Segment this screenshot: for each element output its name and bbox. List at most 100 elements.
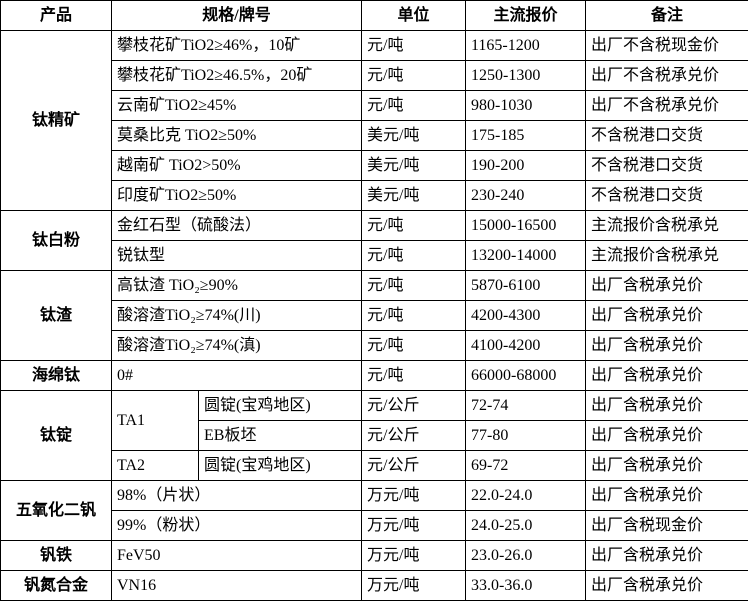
product-cell-ti-slag: 钛渣 bbox=[0, 270, 112, 361]
unit-cell: 元/公斤 bbox=[361, 420, 467, 451]
price-cell: 190-200 bbox=[465, 150, 587, 181]
product-cell-vn-alloy: 钒氮合金 bbox=[0, 570, 112, 601]
price-cell: 33.0-36.0 bbox=[465, 570, 587, 601]
table-row: 印度矿TiO2≥50% 美元/吨 230-240 不含税港口交货 bbox=[1, 180, 748, 211]
spec-cell: VN16 bbox=[110, 570, 363, 601]
header-note: 备注 bbox=[585, 0, 748, 31]
spec-cell: 金红石型（硫酸法） bbox=[110, 210, 363, 241]
unit-cell: 元/吨 bbox=[361, 30, 467, 61]
price-cell: 230-240 bbox=[465, 180, 587, 211]
product-cell-ti-concentrate: 钛精矿 bbox=[0, 30, 112, 211]
note-cell: 出厂不含税承兑价 bbox=[585, 90, 748, 121]
price-cell: 24.0-25.0 bbox=[465, 510, 587, 541]
unit-cell: 万元/吨 bbox=[361, 480, 467, 511]
price-cell: 175-185 bbox=[465, 120, 587, 151]
header-row: 产品 规格/牌号 单位 主流报价 备注 bbox=[0, 0, 748, 31]
note-cell: 出厂含税承兑价 bbox=[585, 300, 748, 331]
spec-cell: 攀枝花矿TiO2≥46%，10矿 bbox=[110, 30, 363, 61]
table-row: 钛渣 高钛渣 TiO₂≥90% 元/吨 5870-6100 出厂含税承兑价 bbox=[0, 270, 748, 361]
table-row: 钛精矿 攀枝花矿TiO2≥46%，10矿 元/吨 1165-1200 出厂不含税… bbox=[0, 30, 748, 211]
spec-cell: 锐钛型 bbox=[110, 240, 363, 271]
unit-cell: 元/公斤 bbox=[361, 450, 467, 481]
price-cell: 66000-68000 bbox=[465, 360, 587, 391]
spec-cell: 0# bbox=[110, 360, 363, 391]
table-row: 五氧化二钒 98%（片状） 万元/吨 22.0-24.0 出厂含税承兑价 bbox=[0, 480, 748, 541]
unit-cell: 万元/吨 bbox=[361, 570, 467, 601]
note-cell: 出厂含税承兑价 bbox=[585, 390, 748, 421]
note-cell: 主流报价含税承兑 bbox=[585, 240, 748, 271]
note-cell: 不含税港口交货 bbox=[585, 180, 748, 211]
note-cell: 不含税港口交货 bbox=[585, 150, 748, 181]
product-cell-ti-sponge: 海绵钛 bbox=[0, 360, 112, 391]
product-cell-v2o5: 五氧化二钒 bbox=[0, 480, 112, 541]
unit-cell: 元/吨 bbox=[361, 330, 467, 361]
spec-cell: 酸溶渣TiO₂≥74%(川) bbox=[110, 300, 363, 331]
price-cell: 15000-16500 bbox=[465, 210, 587, 241]
unit-cell: 万元/吨 bbox=[361, 540, 467, 571]
spec-cell: 高钛渣 TiO₂≥90% bbox=[110, 270, 363, 301]
table-row: 酸溶渣TiO₂≥74%(滇) 元/吨 4100-4200 出厂含税承兑价 bbox=[1, 330, 748, 361]
price-cell: 22.0-24.0 bbox=[465, 480, 587, 511]
price-cell: 1250-1300 bbox=[465, 60, 587, 91]
price-cell: 13200-14000 bbox=[465, 240, 587, 271]
note-cell: 主流报价含税承兑 bbox=[585, 210, 748, 241]
table-row: 锐钛型 元/吨 13200-14000 主流报价含税承兑 bbox=[1, 240, 748, 271]
table-row: EB板坯 元/公斤 77-80 出厂含税承兑价 bbox=[1, 420, 748, 451]
spec-cell: 莫桑比克 TiO2≥50% bbox=[110, 120, 363, 151]
header-price: 主流报价 bbox=[465, 0, 587, 31]
product-cell-ti-dioxide: 钛白粉 bbox=[0, 210, 112, 271]
unit-cell: 元/吨 bbox=[361, 240, 467, 271]
header-product: 产品 bbox=[0, 0, 112, 31]
table-row: 99%（粉状） 万元/吨 24.0-25.0 出厂含税现金价 bbox=[1, 510, 748, 541]
note-cell: 出厂含税承兑价 bbox=[585, 270, 748, 301]
note-cell: 不含税港口交货 bbox=[585, 120, 748, 151]
table-row: 钒氮合金 VN16 万元/吨 33.0-36.0 出厂含税承兑价 bbox=[0, 570, 748, 601]
note-cell: 出厂含税现金价 bbox=[585, 510, 748, 541]
unit-cell: 元/吨 bbox=[361, 60, 467, 91]
price-cell: 69-72 bbox=[465, 450, 587, 481]
spec-cell: 攀枝花矿TiO2≥46.5%，20矿 bbox=[110, 60, 363, 91]
note-cell: 出厂含税承兑价 bbox=[585, 420, 748, 451]
product-cell-ti-ingot: 钛锭 bbox=[0, 390, 112, 481]
price-cell: 4200-4300 bbox=[465, 300, 587, 331]
price-cell: 23.0-26.0 bbox=[465, 540, 587, 571]
spec-cell: 98%（片状） bbox=[110, 480, 363, 511]
spec-cell: 云南矿TiO2≥45% bbox=[110, 90, 363, 121]
note-cell: 出厂含税承兑价 bbox=[585, 570, 748, 601]
product-cell-fev: 钒铁 bbox=[0, 540, 112, 571]
unit-cell: 美元/吨 bbox=[361, 180, 467, 211]
spec-cell: 印度矿TiO2≥50% bbox=[110, 180, 363, 211]
table-row: 海绵钛 0# 元/吨 66000-68000 出厂含税承兑价 bbox=[0, 360, 748, 391]
unit-cell: 元/吨 bbox=[361, 270, 467, 301]
table-row: 攀枝花矿TiO2≥46.5%，20矿 元/吨 1250-1300 出厂不含税承兑… bbox=[1, 60, 748, 91]
note-cell: 出厂含税承兑价 bbox=[585, 330, 748, 361]
unit-cell: 元/吨 bbox=[361, 210, 467, 241]
unit-cell: 美元/吨 bbox=[361, 150, 467, 181]
unit-cell: 美元/吨 bbox=[361, 120, 467, 151]
price-cell: 1165-1200 bbox=[465, 30, 587, 61]
grade-cell: TA1 bbox=[111, 390, 199, 451]
price-cell: 77-80 bbox=[465, 420, 587, 451]
note-cell: 出厂不含税现金价 bbox=[585, 30, 748, 61]
header-spec: 规格/牌号 bbox=[110, 0, 363, 31]
price-cell: 4100-4200 bbox=[465, 330, 587, 361]
table-row: 钛锭 TA1 圆锭(宝鸡地区) 元/公斤 72-74 出厂含税承兑价 bbox=[0, 390, 748, 481]
table-row: 莫桑比克 TiO2≥50% 美元/吨 175-185 不含税港口交货 bbox=[1, 120, 748, 151]
spec-cell: EB板坯 bbox=[197, 420, 363, 451]
unit-cell: 元/吨 bbox=[361, 90, 467, 121]
table-row: 越南矿 TiO2>50% 美元/吨 190-200 不含税港口交货 bbox=[1, 150, 748, 181]
table-row: 云南矿TiO2≥45% 元/吨 980-1030 出厂不含税承兑价 bbox=[1, 90, 748, 121]
price-cell: 5870-6100 bbox=[465, 270, 587, 301]
table-row: TA2 圆锭(宝鸡地区) 元/公斤 69-72 出厂含税承兑价 bbox=[1, 450, 748, 481]
spec-cell: FeV50 bbox=[110, 540, 363, 571]
table-row: 钛白粉 金红石型（硫酸法） 元/吨 15000-16500 主流报价含税承兑 bbox=[0, 210, 748, 271]
table-row: 钒铁 FeV50 万元/吨 23.0-26.0 出厂含税承兑价 bbox=[0, 540, 748, 571]
unit-cell: 元/吨 bbox=[361, 300, 467, 331]
unit-cell: 万元/吨 bbox=[361, 510, 467, 541]
spec-cell: 99%（粉状） bbox=[110, 510, 363, 541]
spec-cell: 越南矿 TiO2>50% bbox=[110, 150, 363, 181]
note-cell: 出厂含税承兑价 bbox=[585, 480, 748, 511]
spec-cell: 酸溶渣TiO₂≥74%(滇) bbox=[110, 330, 363, 361]
note-cell: 出厂含税承兑价 bbox=[585, 450, 748, 481]
